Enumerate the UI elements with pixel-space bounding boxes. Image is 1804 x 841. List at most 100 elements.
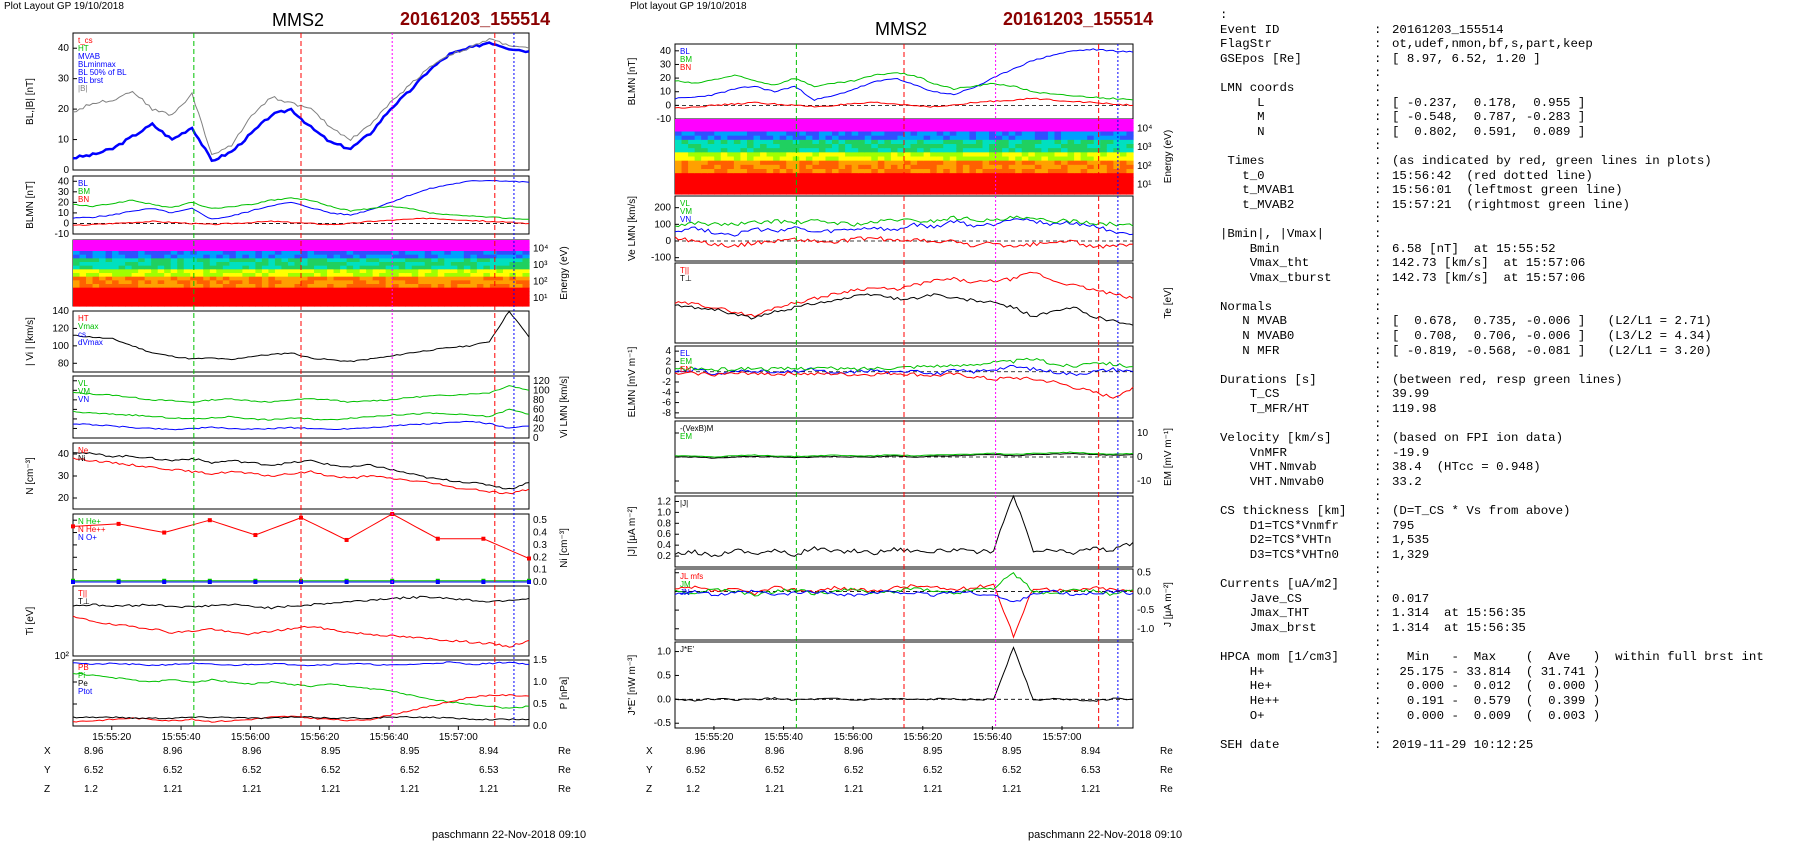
spectrogram-cell [138,243,146,248]
spectrogram-cell [301,276,309,281]
spectrogram-cell [411,254,419,259]
spectrogram-cell [125,258,133,263]
spectrogram-cell [307,262,315,267]
spectrogram-cell [366,298,374,303]
spectrogram-cell [864,169,872,174]
spectrogram-cell [1119,189,1128,195]
spectrogram-cell [688,144,696,149]
spectrogram-cell [235,258,243,263]
summary-colon: : [1374,445,1382,460]
summary-colon: : [1374,51,1382,66]
spectrogram-cell [242,262,250,267]
spectrogram-cell [969,123,977,128]
spectrogram-cell [274,273,283,278]
legend-entry: VL [78,379,88,388]
spectrogram-cell [786,144,794,149]
spectrogram-cell [1028,135,1036,141]
spectrogram-cell [904,123,912,128]
spectrogram-cell [92,243,100,248]
spectrogram-cell [825,135,833,141]
spectrogram-cell [138,295,146,300]
spectrogram-cell [92,276,100,281]
summary-colon: : [1374,562,1382,577]
spectrogram-cell [733,173,742,178]
spectrogram-cell [766,152,774,158]
summary-key: T_CS [1220,387,1280,402]
spectrogram-cell [956,169,964,174]
spectrogram-cell [1106,148,1114,153]
spectrogram-cell [897,189,905,195]
spectrogram-cell [707,185,715,191]
spectrogram-cell [1106,123,1114,128]
y-tick-label: 40 [660,46,672,57]
spectrogram-cell [340,262,348,267]
position-value: 6.52 [765,765,785,776]
spectrogram-cell [450,258,458,263]
spectrogram-cell [884,177,892,183]
spectrogram-cell [766,177,774,183]
spectrogram-cell [372,251,380,256]
spectrogram-cell [164,247,172,252]
spectrogram-cell [112,298,120,303]
spectrogram-cell [209,295,217,300]
spectrogram-cell [858,164,866,170]
spectrogram-cell [740,127,748,133]
spectrogram-cell [943,177,951,183]
spectrogram-cell [431,298,439,303]
spectrogram-cell [746,173,755,178]
spectrogram-cell [248,258,256,263]
spectrogram-cell [930,164,938,170]
spectrogram-cell [1061,152,1069,158]
spectrogram-cell [917,148,925,153]
spectrogram-cell [1074,173,1082,178]
spectrogram-cell [707,173,715,178]
spectrogram-cell [99,243,107,248]
spectrogram-cell [294,284,302,289]
spectrogram-cell [99,280,107,285]
spectrogram-cell [222,265,230,270]
spectrogram-cell [372,280,380,285]
spectrogram-cell [675,131,683,137]
spectrogram-cell [92,254,100,259]
spectrogram-cell [760,139,768,145]
spectrogram-cell [910,139,918,145]
spectrogram-cell [779,131,787,137]
spectrogram-cell [255,276,263,281]
spectrogram-cell [385,240,393,245]
spectrogram-cell [962,139,971,145]
spectrogram-cell [753,152,761,158]
spectrogram-cell [838,123,846,128]
spectrogram-cell [242,240,250,245]
spectrogram-cell [858,144,866,149]
spectrogram-cell [969,127,977,133]
spectrogram-cell [274,291,283,296]
summary-key: N MVAB0 [1220,329,1295,344]
spectrogram-cell [936,177,944,183]
spectrogram-cell [470,291,478,296]
spectrogram-cell [385,254,393,259]
summary-colon: : [1374,547,1382,562]
spectrogram-cell [890,119,899,124]
spectrogram-cell [450,265,458,270]
spectrogram-cell [144,287,152,292]
spectrogram-cell [112,258,120,263]
spectrogram-cell [105,280,113,285]
spectrogram-cell [890,177,899,183]
spectrogram-cell [301,240,309,245]
spectrogram-cell [694,169,702,174]
spectrogram-cell [79,265,87,270]
spectrogram-cell [1061,173,1069,178]
spectrogram-cell [125,269,133,274]
spectrogram-cell [1126,156,1134,162]
spectrogram-cell [340,291,348,296]
spectrogram-cell [1106,139,1114,145]
spectrogram-cell [294,254,302,259]
spectrogram-cell [864,160,872,166]
spectrogram-cell [457,291,465,296]
spectrogram-cell [943,169,951,174]
spectrogram-cell [320,265,328,270]
spectrogram-cell [949,177,957,183]
spectrogram-cell [274,258,283,263]
spectrogram-cell [281,262,289,267]
spectrogram-cell [805,185,813,191]
